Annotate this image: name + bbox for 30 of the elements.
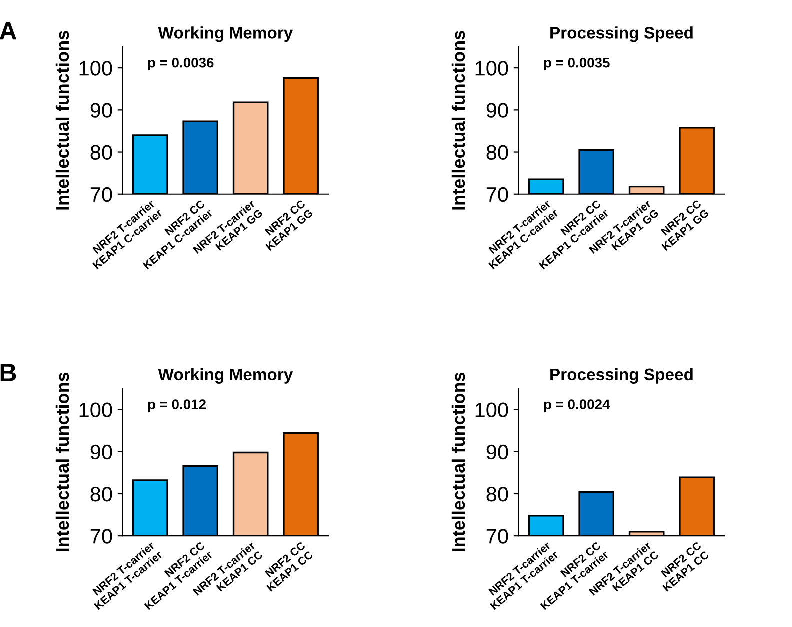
y-tick-label: 80 (486, 145, 508, 160)
chart-title: Working Memory (158, 26, 294, 42)
y-tick-label: 100 (80, 61, 112, 76)
y-tick-label: 90 (486, 103, 508, 118)
y-tick-label: 70 (486, 529, 508, 544)
y-axis-title: Intellectual functions (56, 31, 70, 210)
y-axis-title: Intellectual functions (452, 372, 466, 552)
annotation: p = 0.0024 (544, 400, 610, 412)
y-tick-label: 70 (486, 187, 508, 202)
y-tick-label: 100 (476, 61, 508, 76)
y-tick-label: 70 (90, 187, 112, 202)
annotation: p = 0.0035 (544, 58, 610, 71)
y-axis-title: Intellectual functions (56, 372, 70, 552)
chart-title: Processing Speed (550, 26, 693, 42)
y-tick-label: 80 (486, 486, 508, 502)
text: A (0, 22, 17, 40)
annotation: p = 0.0036 (148, 58, 214, 71)
text: B (0, 364, 16, 382)
y-tick-label: 100 (476, 402, 508, 418)
y-axis-title: Intellectual functions (452, 31, 466, 210)
y-tick-label: 100 (80, 402, 112, 418)
chart-title: Working Memory (158, 368, 294, 384)
y-tick-label: 90 (90, 444, 112, 460)
chart-title: Processing Speed (550, 368, 693, 384)
annotation: p = 0.012 (148, 400, 206, 412)
y-tick-label: 80 (90, 486, 112, 502)
y-tick-label: 70 (90, 529, 112, 544)
y-tick-label: 90 (486, 444, 508, 460)
y-tick-label: 90 (90, 103, 112, 118)
y-tick-label: 80 (90, 145, 112, 160)
